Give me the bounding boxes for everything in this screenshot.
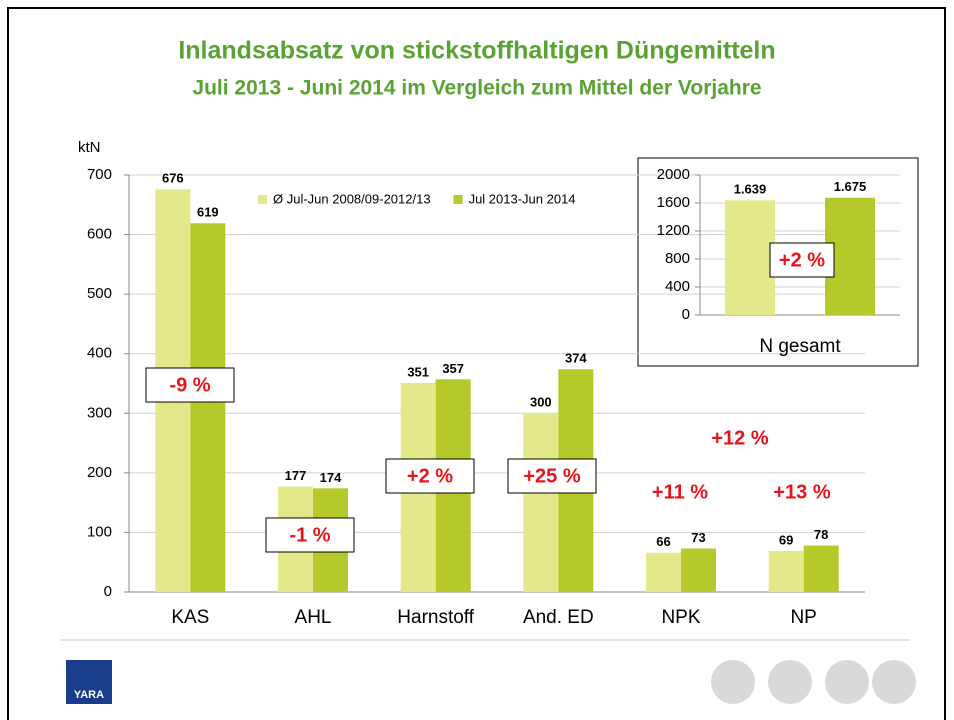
y-tick-label: 1600 xyxy=(657,194,690,211)
deco-circle xyxy=(768,660,812,704)
data-label: 351 xyxy=(407,364,429,379)
title: Inlandsabsatz von stickstoffhaltigen Dün… xyxy=(178,37,775,65)
y-tick-label: 300 xyxy=(87,404,112,421)
logo-box xyxy=(66,660,112,704)
data-label: 1.639 xyxy=(734,182,767,197)
data-label: 300 xyxy=(530,395,552,410)
y-tick-label: 100 xyxy=(87,523,112,540)
y-tick-label: 2000 xyxy=(657,166,690,183)
logo-text: YARA xyxy=(74,689,104,701)
legend-swatch xyxy=(453,195,463,204)
legend-swatch xyxy=(258,195,267,204)
x-tick-label: N gesamt xyxy=(759,336,841,357)
deco-circle xyxy=(711,660,755,704)
y-tick-label: 0 xyxy=(682,306,690,323)
data-label: 1.675 xyxy=(834,179,867,194)
bar xyxy=(523,413,559,592)
data-label: 676 xyxy=(162,171,184,186)
y-tick-label: 800 xyxy=(665,250,690,267)
x-tick-label: NPK xyxy=(661,607,700,628)
legend-label: Jul 2013-Jun 2014 xyxy=(469,191,576,206)
deco-circle xyxy=(872,660,916,704)
deco-circle xyxy=(825,660,869,704)
y-axis-label: ktN xyxy=(78,139,101,156)
bar xyxy=(646,552,681,592)
data-label: 78 xyxy=(814,527,828,542)
legend-label: Ø Jul-Jun 2008/09-2012/13 xyxy=(273,191,431,206)
y-tick-label: 500 xyxy=(87,285,112,302)
x-tick-label: AHL xyxy=(295,607,332,628)
subtitle: Juli 2013 - Juni 2014 im Vergleich zum M… xyxy=(192,77,761,100)
annotation: +2 % xyxy=(407,465,453,487)
bar xyxy=(803,545,839,592)
data-label: 66 xyxy=(656,534,670,549)
x-tick-label: KAS xyxy=(171,607,209,628)
y-tick-label: 0 xyxy=(104,583,112,600)
data-label: 357 xyxy=(442,361,464,376)
data-label: 73 xyxy=(691,530,705,545)
annotation: +13 % xyxy=(773,481,830,503)
x-tick-label: Harnstoff xyxy=(397,607,474,628)
annotation: +2 % xyxy=(779,249,825,271)
y-tick-label: 400 xyxy=(665,278,690,295)
annotation: +11 % xyxy=(652,481,708,503)
annotation-box xyxy=(265,517,355,553)
x-tick-label: NP xyxy=(790,607,816,628)
annotation-box xyxy=(769,242,835,278)
y-tick-label: 600 xyxy=(87,226,112,243)
annotation: -9 % xyxy=(169,374,210,396)
annotation: +25 % xyxy=(523,465,580,487)
bar xyxy=(190,223,226,592)
annotation-box xyxy=(385,458,475,494)
y-tick-label: 400 xyxy=(87,345,112,362)
annotation-box xyxy=(507,458,597,494)
data-label: 177 xyxy=(285,468,307,483)
bar xyxy=(768,550,804,592)
y-tick-label: 200 xyxy=(87,464,112,481)
data-label: 374 xyxy=(565,351,587,366)
annotation-box xyxy=(145,367,235,403)
annotation: +12 % xyxy=(711,427,768,449)
y-tick-label: 1200 xyxy=(657,222,690,239)
x-tick-label: And. ED xyxy=(523,607,594,628)
data-label: 69 xyxy=(779,532,793,547)
data-label: 619 xyxy=(197,205,219,220)
y-tick-label: 700 xyxy=(87,166,112,183)
data-label: 174 xyxy=(320,470,342,485)
bar xyxy=(725,200,775,315)
bar xyxy=(681,548,716,592)
annotation: -1 % xyxy=(289,524,330,546)
